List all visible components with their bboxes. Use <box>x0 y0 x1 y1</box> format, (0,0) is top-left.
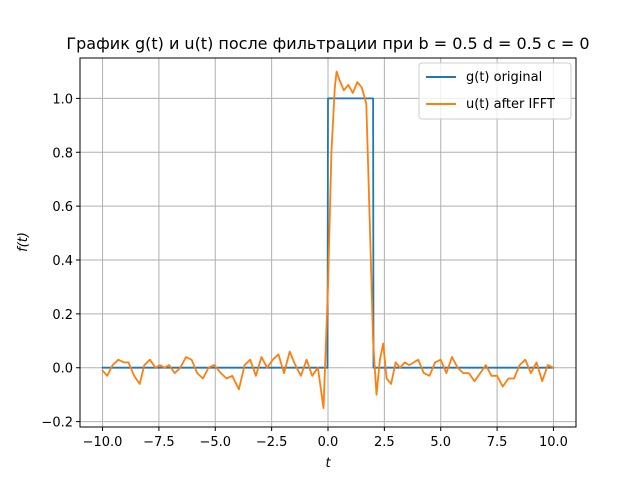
x-tick-label: −7.5 <box>143 435 175 450</box>
y-tick-label: 1.0 <box>52 92 73 107</box>
y-tick-label: 0.0 <box>52 362 73 377</box>
plot-lines <box>101 70 555 410</box>
legend: g(t) original u(t) after IFFT <box>418 62 572 120</box>
y-tick-label: 0.8 <box>52 146 73 161</box>
x-tick-label: 0.0 <box>318 435 339 450</box>
x-tick-label: 7.5 <box>487 435 508 450</box>
x-axis-ticks: −10.0 −7.5 −5.0 −2.5 0.0 2.5 5.0 7.5 10.0 <box>83 427 568 450</box>
y-tick-label: 0.4 <box>52 254 73 269</box>
x-tick-label: 10.0 <box>539 435 568 450</box>
legend-box <box>418 62 572 120</box>
y-axis-label: f(t) <box>16 232 31 252</box>
x-axis-label: t <box>325 456 331 471</box>
y-tick-label: 0.6 <box>52 200 73 215</box>
legend-label-u: u(t) after IFFT <box>466 97 555 112</box>
series-line-u-after-ifft <box>101 70 555 410</box>
legend-label-g: g(t) original <box>466 70 542 85</box>
y-tick-label: −0.2 <box>41 416 73 431</box>
chart-title: График g(t) и u(t) после фильтрации при … <box>66 34 589 53</box>
series-line-g-original <box>101 97 555 369</box>
x-tick-label: −5.0 <box>199 435 231 450</box>
x-tick-label: −10.0 <box>83 435 123 450</box>
x-tick-label: 5.0 <box>430 435 451 450</box>
y-tick-label: 0.2 <box>52 308 73 323</box>
x-tick-label: 2.5 <box>374 435 395 450</box>
x-tick-label: −2.5 <box>256 435 288 450</box>
y-axis-ticks: −0.2 0.0 0.2 0.4 0.6 0.8 1.0 <box>41 92 80 431</box>
